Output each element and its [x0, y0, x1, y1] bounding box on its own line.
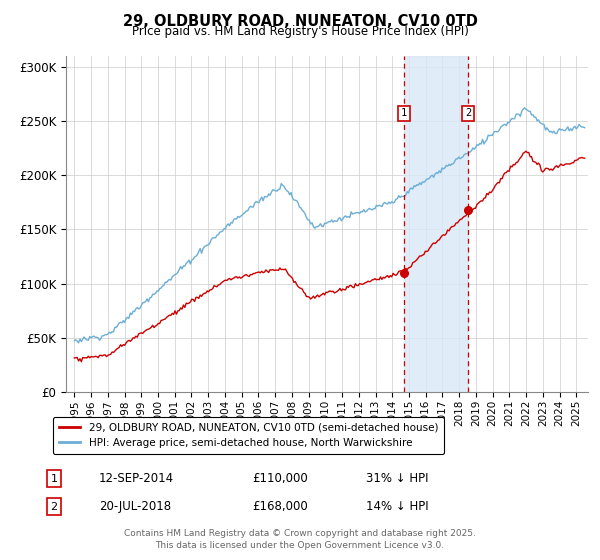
Text: 31% ↓ HPI: 31% ↓ HPI [366, 472, 428, 486]
Bar [404, 56, 469, 392]
Text: 20-JUL-2018: 20-JUL-2018 [99, 500, 171, 514]
Text: Price paid vs. HM Land Registry's House Price Index (HPI): Price paid vs. HM Land Registry's House … [131, 25, 469, 38]
Text: 14% ↓ HPI: 14% ↓ HPI [366, 500, 428, 514]
Text: Contains HM Land Registry data © Crown copyright and database right 2025.
This d: Contains HM Land Registry data © Crown c… [124, 529, 476, 550]
Text: 1: 1 [401, 109, 407, 119]
Text: £168,000: £168,000 [252, 500, 308, 514]
Text: 1: 1 [50, 474, 58, 484]
Legend: 29, OLDBURY ROAD, NUNEATON, CV10 0TD (semi-detached house), HPI: Average price, : 29, OLDBURY ROAD, NUNEATON, CV10 0TD (se… [53, 417, 445, 454]
Text: £110,000: £110,000 [252, 472, 308, 486]
Text: 29, OLDBURY ROAD, NUNEATON, CV10 0TD: 29, OLDBURY ROAD, NUNEATON, CV10 0TD [122, 14, 478, 29]
Text: 2: 2 [50, 502, 58, 512]
Text: 12-SEP-2014: 12-SEP-2014 [99, 472, 174, 486]
Text: 2: 2 [465, 109, 472, 119]
